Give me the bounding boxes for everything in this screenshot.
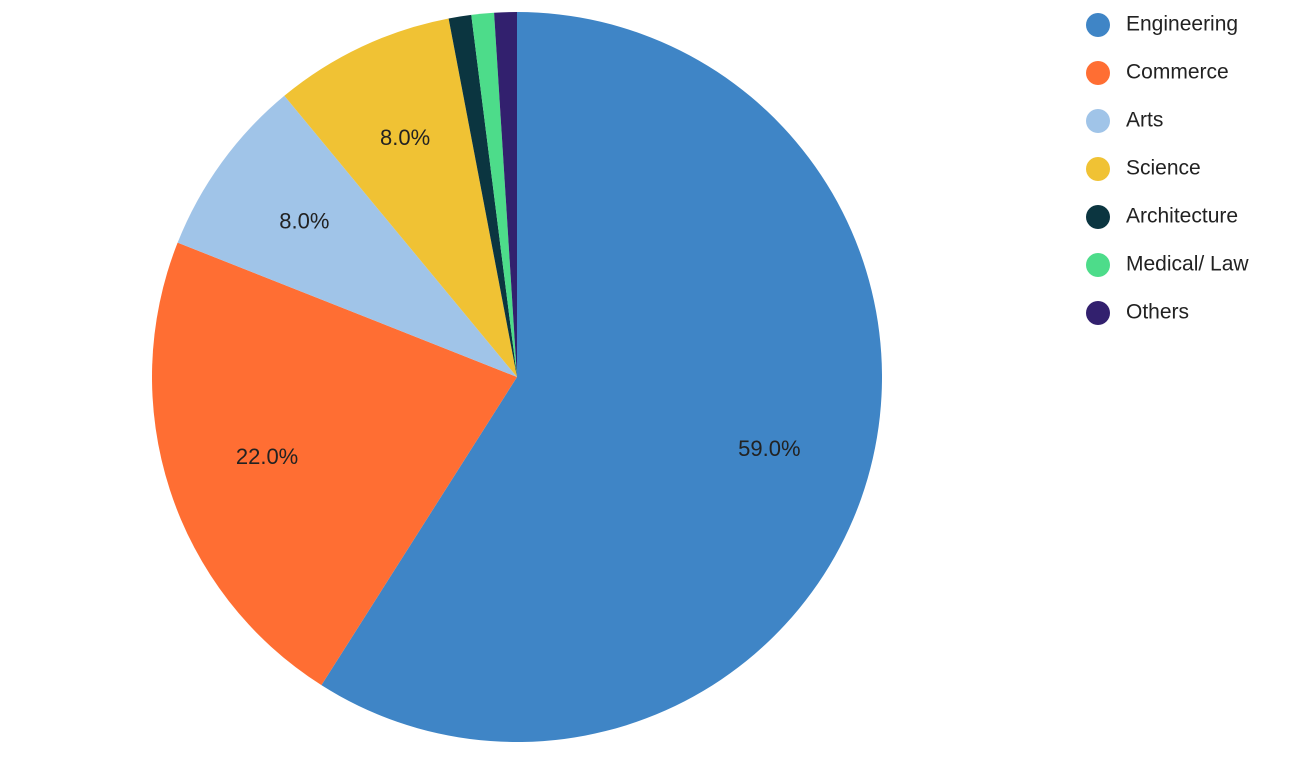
legend-label: Architecture [1126,205,1238,228]
pie-slice [494,12,517,377]
pie-slice [152,242,517,686]
legend-label: Science [1126,157,1201,180]
pie-slice [177,95,517,377]
value-label: 8.0% [279,208,329,233]
legend-marker [1086,157,1110,181]
legend: Engineering Commerce Arts Science Architectu… [1086,13,1249,325]
legend-marker [1086,109,1110,133]
pie-slice [471,12,517,377]
legend-marker [1086,13,1110,37]
pie-slice [284,18,517,378]
legend-label: Others [1126,301,1189,324]
legend-marker [1086,301,1110,325]
legend-marker [1086,205,1110,229]
legend-label: Arts [1126,109,1163,132]
legend-marker [1086,61,1110,85]
legend-marker [1086,253,1110,277]
value-label: 59.0% [738,436,800,461]
legend-label: Engineering [1126,13,1238,36]
value-label: 22.0% [236,444,298,469]
legend-label: Medical/ Law [1126,253,1249,276]
value-label: 8.0% [380,125,430,150]
pie-slice [448,14,517,377]
legend-label: Commerce [1126,61,1229,84]
pie-slice [321,12,882,742]
